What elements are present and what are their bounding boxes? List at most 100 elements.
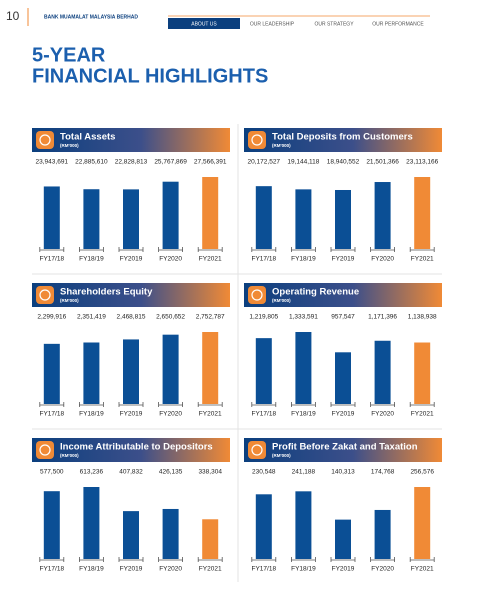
bar bbox=[123, 339, 139, 404]
bar bbox=[335, 189, 351, 249]
category-label: FY2019 bbox=[120, 566, 143, 573]
value-label: 1,138,938 bbox=[408, 314, 437, 321]
page-number: 10 bbox=[6, 9, 20, 23]
bar bbox=[414, 177, 431, 249]
page-title: 5-YEAR bbox=[32, 44, 106, 66]
value-label: 1,171,396 bbox=[368, 314, 397, 321]
panel-title: Total Deposits from Customers bbox=[272, 132, 413, 143]
category-label: FY17/18 bbox=[252, 256, 277, 263]
category-label: FY18/19 bbox=[79, 411, 104, 418]
value-label: 25,767,869 bbox=[154, 159, 187, 166]
bank-name: BANK MUAMALAT MALAYSIA BERHAD bbox=[44, 14, 138, 20]
panel-icon-mark bbox=[39, 134, 51, 146]
category-label: FY17/18 bbox=[252, 411, 277, 418]
bar bbox=[202, 332, 219, 404]
category-label: FY2020 bbox=[159, 566, 182, 573]
panel-icon-mark bbox=[39, 444, 51, 456]
panel-icon bbox=[36, 441, 54, 459]
category-label: FY2019 bbox=[332, 411, 355, 418]
panel-icon-mark bbox=[251, 134, 263, 146]
panel-subtitle: (RM'000) bbox=[272, 143, 291, 148]
category-label: FY18/19 bbox=[291, 566, 316, 573]
bar bbox=[255, 338, 272, 404]
value-label: 230,548 bbox=[252, 469, 276, 476]
value-label: 27,566,391 bbox=[194, 159, 227, 166]
bar bbox=[43, 491, 60, 559]
panel-header bbox=[32, 128, 230, 152]
bar bbox=[202, 177, 219, 249]
value-label: 2,299,916 bbox=[37, 314, 66, 321]
panel-header bbox=[32, 438, 230, 462]
value-label: 1,219,805 bbox=[249, 314, 278, 321]
value-label: 613,236 bbox=[80, 469, 104, 476]
bar bbox=[162, 508, 179, 559]
category-label: FY2021 bbox=[411, 411, 434, 418]
panel-subtitle: (RM'000) bbox=[60, 453, 79, 458]
panel-header bbox=[244, 283, 442, 307]
bar bbox=[335, 352, 351, 404]
bar bbox=[123, 511, 139, 559]
bar bbox=[374, 182, 391, 249]
category-label: FY2021 bbox=[199, 256, 222, 263]
category-label: FY17/18 bbox=[252, 566, 277, 573]
bar bbox=[295, 189, 312, 249]
category-label: FY2019 bbox=[332, 566, 355, 573]
category-label: FY2019 bbox=[120, 256, 143, 263]
panel-icon bbox=[36, 131, 54, 149]
category-label: FY2020 bbox=[371, 566, 394, 573]
nav-item[interactable]: OUR LEADERSHIP bbox=[250, 21, 295, 27]
bar bbox=[83, 487, 100, 559]
panel-subtitle: (RM'000) bbox=[60, 143, 79, 148]
category-label: FY18/19 bbox=[79, 566, 104, 573]
panel-title: Shareholders Equity bbox=[60, 287, 153, 298]
value-label: 2,650,652 bbox=[156, 314, 185, 321]
bar bbox=[374, 340, 391, 404]
value-label: 23,943,691 bbox=[36, 159, 69, 166]
value-label: 140,313 bbox=[331, 469, 355, 476]
value-label: 23,113,166 bbox=[406, 159, 438, 166]
panel-title: Income Attributable to Depositors bbox=[60, 442, 213, 453]
value-label: 2,351,419 bbox=[77, 314, 106, 321]
category-label: FY2021 bbox=[411, 256, 434, 263]
panel-subtitle: (RM'000) bbox=[60, 298, 79, 303]
value-label: 2,468,815 bbox=[117, 314, 146, 321]
panel-icon-mark bbox=[251, 289, 263, 301]
value-label: 241,188 bbox=[292, 469, 316, 476]
category-label: FY2020 bbox=[159, 411, 182, 418]
panel-header bbox=[244, 128, 442, 152]
panel-icon bbox=[248, 131, 266, 149]
category-label: FY2020 bbox=[371, 256, 394, 263]
category-label: FY18/19 bbox=[291, 411, 316, 418]
category-label: FY2019 bbox=[120, 411, 143, 418]
value-label: 407,832 bbox=[119, 469, 143, 476]
value-label: 1,333,591 bbox=[289, 314, 318, 321]
bar bbox=[123, 189, 139, 249]
nav-item[interactable]: ABOUT US bbox=[191, 21, 217, 27]
panel-title: Total Assets bbox=[60, 132, 115, 143]
bar bbox=[295, 332, 312, 404]
bar bbox=[162, 334, 179, 404]
panel-header bbox=[32, 283, 230, 307]
category-label: FY2020 bbox=[371, 411, 394, 418]
panel-icon bbox=[248, 441, 266, 459]
value-label: 577,500 bbox=[40, 469, 64, 476]
value-label: 338,304 bbox=[198, 469, 222, 476]
value-label: 256,576 bbox=[410, 469, 434, 476]
bar bbox=[414, 487, 431, 559]
value-label: 426,135 bbox=[159, 469, 183, 476]
nav-item[interactable]: OUR PERFORMANCE bbox=[372, 21, 424, 27]
bar bbox=[335, 519, 351, 559]
category-label: FY2021 bbox=[199, 566, 222, 573]
category-label: FY2020 bbox=[159, 256, 182, 263]
nav-active-bg bbox=[168, 18, 240, 29]
value-label: 2,752,787 bbox=[196, 314, 225, 321]
value-label: 19,144,118 bbox=[287, 159, 319, 166]
panel-icon-mark bbox=[251, 444, 263, 456]
panel-header bbox=[244, 438, 442, 462]
value-label: 21,501,366 bbox=[366, 159, 399, 166]
nav-item[interactable]: OUR STRATEGY bbox=[314, 21, 354, 27]
bar bbox=[83, 342, 100, 404]
category-label: FY18/19 bbox=[291, 256, 316, 263]
bar bbox=[255, 494, 272, 559]
